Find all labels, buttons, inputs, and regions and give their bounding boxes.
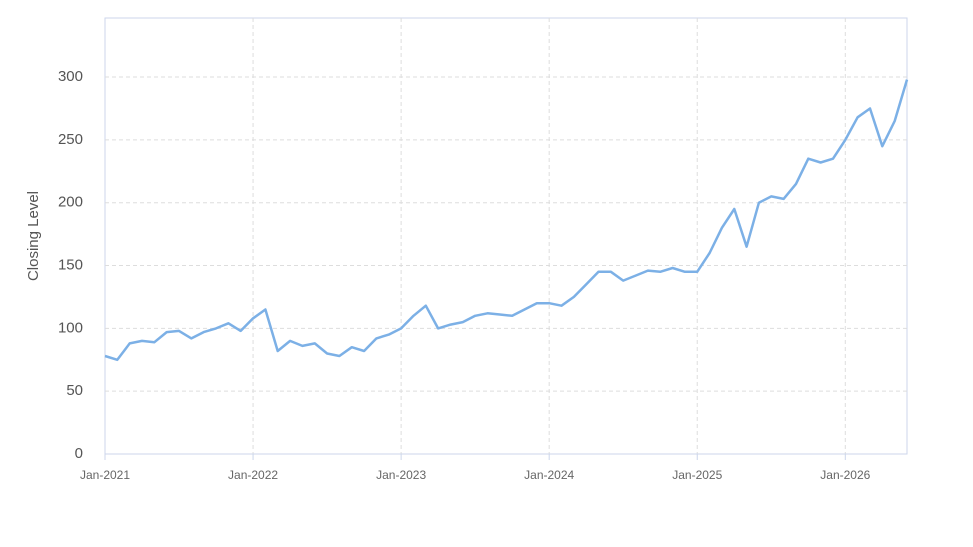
plot-frame <box>104 17 908 455</box>
x-tick-label: Jan-2024 <box>524 468 574 482</box>
x-tick-label: Jan-2021 <box>80 468 130 482</box>
line <box>104 79 909 362</box>
x-tick-label: Jan-2026 <box>820 468 870 482</box>
y-tick-label: 0 <box>75 445 83 462</box>
y-axis-label: Closing Level <box>25 191 42 281</box>
x-tick-label: Jan-2025 <box>672 468 722 482</box>
x-tick-label: Jan-2022 <box>228 468 278 482</box>
y-tick-label: 250 <box>58 131 83 148</box>
y-tick-label: 150 <box>58 256 83 273</box>
y-tick-label: 200 <box>58 194 83 211</box>
y-tick-label: 300 <box>58 68 83 85</box>
y-tick-label: 100 <box>58 319 83 336</box>
x-tick-label: Jan-2023 <box>376 468 426 482</box>
y-tick-label: 50 <box>66 382 83 399</box>
